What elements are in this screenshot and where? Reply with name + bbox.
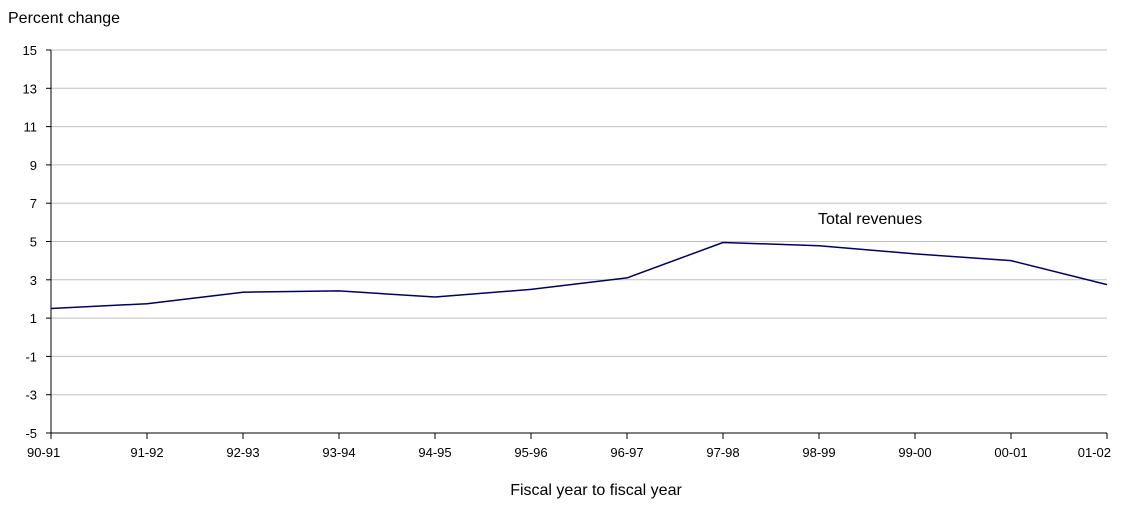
x-tick-label: 94-95	[418, 445, 451, 460]
x-tick-label: 93-94	[322, 445, 355, 460]
gridlines	[51, 49, 1107, 396]
x-tick-label: 96-97	[610, 445, 643, 460]
y-tick-label: -1	[25, 349, 37, 364]
x-axis: 90-91 91-92 92-93 93-94 94-95 95-96 96-97 97-98…	[27, 432, 1111, 460]
series-line-total-revenues	[50, 241, 1108, 310]
y-tick-label: 5	[30, 235, 37, 250]
y-tick-label: 9	[30, 158, 37, 173]
series-annotation: Total revenues	[818, 211, 922, 228]
x-tick-label: 99-00	[898, 445, 931, 460]
series-group	[50, 241, 1108, 310]
y-tick-label: -5	[25, 426, 37, 441]
x-tick-label: 92-93	[226, 445, 259, 460]
x-tick-label: 90-91	[27, 445, 60, 460]
x-tick-label: 00-01	[994, 445, 1027, 460]
y-tick-label: 15	[23, 43, 37, 58]
x-axis-title: Fiscal year to fiscal year	[510, 482, 682, 499]
y-tick-label: 7	[30, 196, 37, 211]
y-axis-title: Percent change	[8, 10, 120, 27]
y-tick-label: 3	[30, 273, 37, 288]
x-tick-label: 98-99	[802, 445, 835, 460]
y-tick-label: 13	[23, 81, 37, 96]
y-tick-label: 1	[30, 311, 37, 326]
x-tick-label: 97-98	[706, 445, 739, 460]
y-tick-label: -3	[25, 388, 37, 403]
x-tick-label: 95-96	[514, 445, 547, 460]
y-axis: 15 13 11 9 7 5 3 1 -1 -3 -5	[23, 43, 52, 441]
x-tick-label: 01-02	[1078, 445, 1111, 460]
y-tick-label: 11	[24, 120, 38, 135]
x-tick-label: 91-92	[130, 445, 163, 460]
